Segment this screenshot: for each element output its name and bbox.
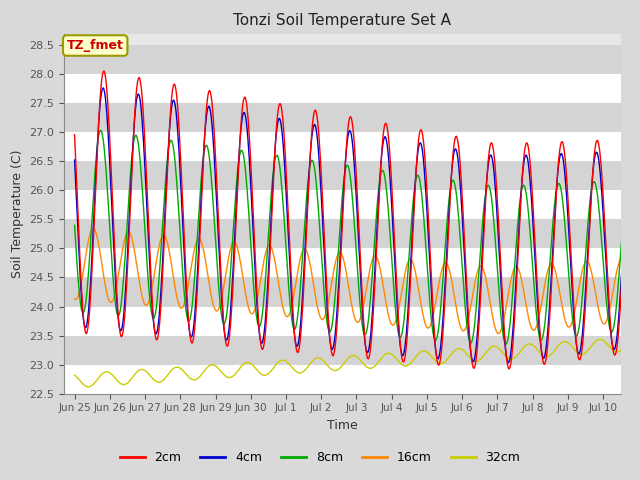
Bar [64, 365, 621, 394]
Bar [64, 132, 621, 161]
Title: Tonzi Soil Temperature Set A: Tonzi Soil Temperature Set A [234, 13, 451, 28]
Bar [64, 161, 621, 191]
Bar [64, 249, 621, 277]
X-axis label: Time: Time [327, 419, 358, 432]
Bar [64, 219, 621, 249]
Bar [64, 277, 621, 307]
Bar [64, 74, 621, 103]
Text: TZ_fmet: TZ_fmet [67, 39, 124, 52]
Bar [64, 191, 621, 219]
Bar [64, 45, 621, 74]
Bar [64, 336, 621, 365]
Legend: 2cm, 4cm, 8cm, 16cm, 32cm: 2cm, 4cm, 8cm, 16cm, 32cm [115, 446, 525, 469]
Bar [64, 307, 621, 336]
Bar [64, 103, 621, 132]
Y-axis label: Soil Temperature (C): Soil Temperature (C) [11, 149, 24, 278]
